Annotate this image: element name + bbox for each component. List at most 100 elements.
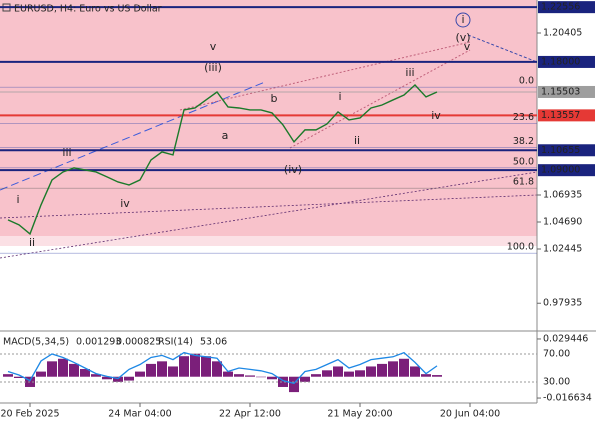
trend-line [467, 34, 538, 63]
wave-label: i [16, 193, 19, 206]
y-tick-label: 1.04690 [543, 217, 582, 228]
wave-label: a [222, 129, 229, 142]
macd-bar [333, 366, 343, 377]
wave-label: i [338, 90, 341, 103]
macd-bar [344, 371, 354, 377]
y2-tick-label: 30.00 [543, 377, 570, 388]
price-line [7, 84, 438, 236]
macd-bar [322, 370, 332, 377]
macd-bar [91, 374, 101, 377]
macd-bar [80, 369, 90, 377]
macd-bar [179, 356, 189, 377]
macd-bar [3, 374, 13, 377]
macd-bar [69, 363, 79, 377]
macd-bar [421, 374, 431, 377]
trend-line [0, 171, 538, 259]
macd-bar [190, 353, 200, 377]
fib-label: 38.2 [513, 136, 534, 147]
macd-bar [168, 366, 178, 377]
macd-name: MACD(5,34,5) [3, 337, 69, 348]
macd-bar [58, 358, 68, 377]
macd-bar [36, 371, 46, 377]
wave-label: (v) [455, 31, 470, 44]
wave-label: (iv) [284, 163, 302, 176]
macd-bar [157, 361, 167, 377]
y-tick-label: 1.02445 [543, 244, 582, 255]
wave-label: ii [354, 134, 360, 147]
rsi-line [7, 351, 438, 385]
macd-bar [102, 376, 112, 380]
fib-label: 61.8 [513, 177, 534, 188]
y-tick-label: 1.06935 [543, 190, 582, 201]
fib-label: 50.0 [513, 156, 534, 167]
y2-tick-label: 70.00 [543, 349, 570, 360]
level-box [538, 164, 595, 177]
y-tick-label: 0.97935 [543, 298, 582, 309]
wave-label: i [461, 13, 464, 26]
macd-bar [410, 366, 420, 377]
macd-bar [388, 361, 398, 377]
macd-bar [300, 376, 310, 382]
wave-circle [455, 12, 471, 28]
level-label: 1.22556 [541, 2, 580, 13]
x-tick-label: 24 Mar 04:00 [108, 409, 171, 420]
macd-bar [212, 361, 222, 377]
wave-label: iv [120, 197, 130, 210]
wave-label: iv [431, 109, 441, 122]
y-tick-label: -0.016634 [543, 393, 592, 404]
macd-bar [113, 376, 123, 382]
level-box [538, 109, 595, 122]
trend-line [0, 194, 538, 219]
signal-value: 0.000825 [116, 337, 161, 348]
macd-bar [14, 376, 24, 378]
y-tick-label: 0.029446 [543, 333, 588, 344]
level-label: 1.10655 [541, 145, 580, 156]
wave-label: v [464, 40, 471, 53]
level-box [538, 85, 595, 98]
macd-bar [47, 361, 57, 377]
level-label: 1.18000 [541, 56, 580, 67]
x-tick-label: 20 Feb 2025 [0, 409, 59, 420]
macd-bar [245, 375, 255, 377]
level-label: 1.13557 [541, 110, 580, 121]
wave-label: (iii) [204, 61, 222, 74]
chart-title: EURUSD, H4: Euro vs US Dollar [14, 4, 162, 15]
macd-bar [124, 376, 134, 381]
x-tick-label: 21 May 20:00 [327, 409, 392, 420]
macd-bar [355, 370, 365, 377]
macd-bar [399, 358, 409, 377]
level-box [538, 55, 595, 68]
trend-line [179, 41, 471, 111]
macd-bar [267, 376, 277, 380]
level-box [538, 144, 595, 157]
macd-value: 0.001293 [76, 337, 121, 348]
rsi-name: RSI(14) [158, 337, 193, 348]
fib-label: 23.6 [513, 112, 534, 123]
macd-bar [377, 363, 387, 377]
level-box [538, 1, 595, 14]
macd-bar [135, 371, 145, 377]
macd-bar [311, 374, 321, 377]
macd-bar [146, 363, 156, 377]
wave-label: iii [62, 146, 71, 159]
macd-bar [432, 375, 442, 377]
macd-bar [289, 376, 299, 393]
level-label: 1.09000 [541, 165, 580, 176]
wave-label: b [271, 92, 278, 105]
fib-label: 100.0 [507, 242, 534, 253]
macd-bar [278, 376, 288, 387]
x-tick-label: 22 Apr 12:00 [219, 409, 281, 420]
rsi-value: 53.06 [200, 337, 227, 348]
wave-label: v [210, 40, 217, 53]
macd-bar [234, 374, 244, 377]
macd-bar [201, 356, 211, 377]
level-label: 1.15503 [541, 86, 580, 97]
zone [0, 0, 537, 236]
fib-label: 0.0 [519, 76, 534, 87]
x-tick-label: 20 Jun 04:00 [440, 409, 500, 420]
zone [0, 236, 537, 246]
macd-bar [223, 371, 233, 377]
wave-label: iii [405, 66, 414, 79]
macd-bar [256, 376, 266, 378]
